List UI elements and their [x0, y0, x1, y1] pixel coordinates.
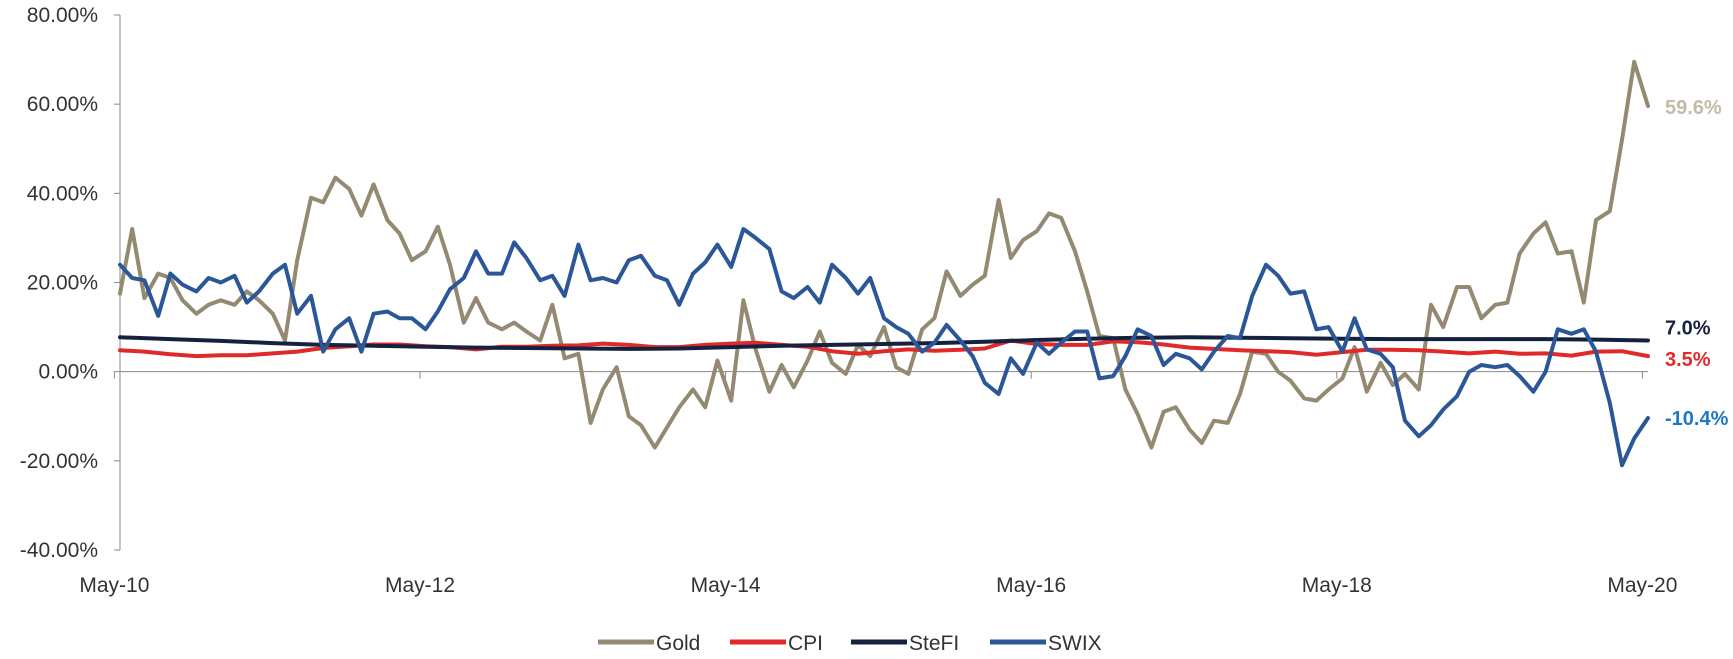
end-label-cpi: 3.5%	[1665, 349, 1711, 371]
y-tick-label: 40.00%	[27, 182, 98, 205]
end-labels: 59.6% 3.5% 7.0% -10.4%	[1665, 97, 1729, 430]
x-tick-label: May-10	[79, 574, 149, 597]
end-label-swix: -10.4%	[1665, 408, 1729, 430]
series-lines	[118, 59, 1650, 468]
x-tick-label: May-18	[1302, 574, 1372, 597]
x-tick-label: May-14	[691, 574, 761, 597]
x-tick-label: May-16	[996, 574, 1066, 597]
y-tick-label: 60.00%	[27, 93, 98, 116]
legend: Gold CPI SteFI SWIX	[598, 632, 1102, 655]
x-tick-label: May-20	[1607, 574, 1677, 597]
y-tick-label: 20.00%	[27, 272, 98, 295]
legend-label-cpi: CPI	[788, 632, 823, 655]
y-tick-label: -40.00%	[20, 539, 98, 562]
series-line-stefi	[118, 335, 1650, 351]
end-label-gold: 59.6%	[1665, 97, 1722, 119]
legend-label-gold: Gold	[656, 632, 700, 655]
end-label-stefi: 7.0%	[1665, 317, 1711, 339]
legend-label-swix: SWIX	[1048, 632, 1102, 655]
axes: -40.00% -20.00% 0.00% 20.00% 40.00% 60.00% 80.…	[20, 4, 1678, 597]
legend-label-stefi: SteFI	[909, 632, 959, 655]
y-tick-label: 80.00%	[27, 4, 98, 27]
series-line-gold	[118, 59, 1650, 450]
x-tick-label: May-12	[385, 574, 455, 597]
y-tick-label: -20.00%	[20, 450, 98, 473]
y-tick-label: 0.00%	[38, 361, 98, 384]
series-line-swix	[118, 227, 1650, 468]
